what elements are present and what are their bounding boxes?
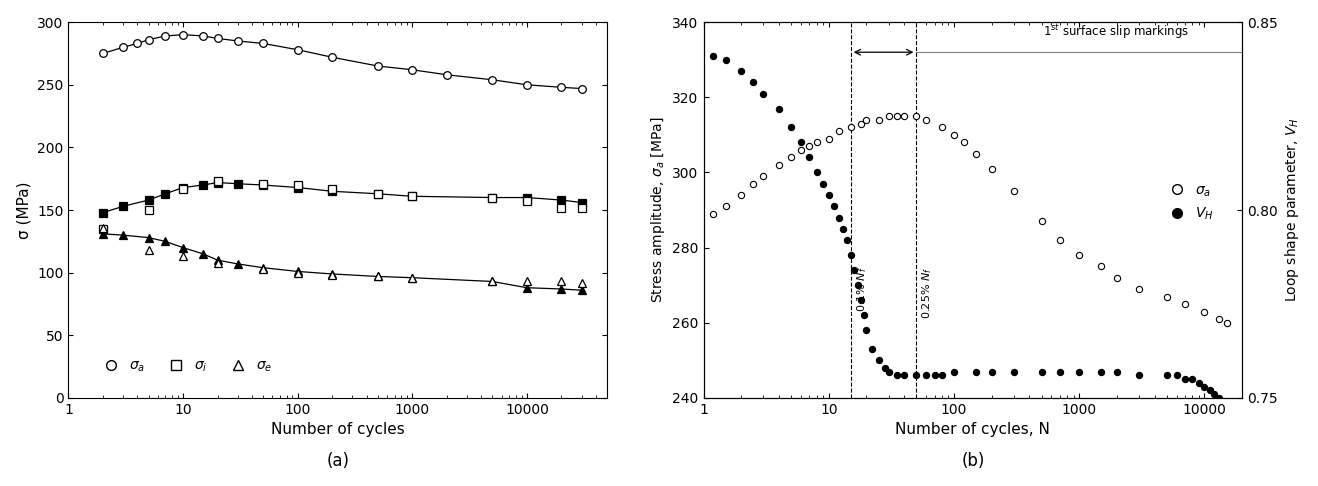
X-axis label: Number of cycles, N: Number of cycles, N <box>895 422 1050 437</box>
Y-axis label: Stress amplitude, $\sigma_a$ [MPa]: Stress amplitude, $\sigma_a$ [MPa] <box>648 117 667 303</box>
Text: (a): (a) <box>327 451 349 469</box>
Text: 0.1% $N_f$: 0.1% $N_f$ <box>855 266 869 312</box>
Text: (b): (b) <box>961 451 985 469</box>
Text: 1$^{st}$ surface slip markings: 1$^{st}$ surface slip markings <box>1043 22 1189 41</box>
Text: 0.25% $N_f$: 0.25% $N_f$ <box>920 266 934 319</box>
Y-axis label: Loop shape parameter, $V_H$: Loop shape parameter, $V_H$ <box>1284 118 1301 302</box>
X-axis label: Number of cycles: Number of cycles <box>272 422 405 437</box>
Legend: $\sigma_a$, $V_H$: $\sigma_a$, $V_H$ <box>1157 177 1219 227</box>
Legend: $\sigma_a$, $\sigma_i$, $\sigma_e$: $\sigma_a$, $\sigma_i$, $\sigma_e$ <box>91 353 278 380</box>
Y-axis label: σ (MPa): σ (MPa) <box>17 181 32 239</box>
